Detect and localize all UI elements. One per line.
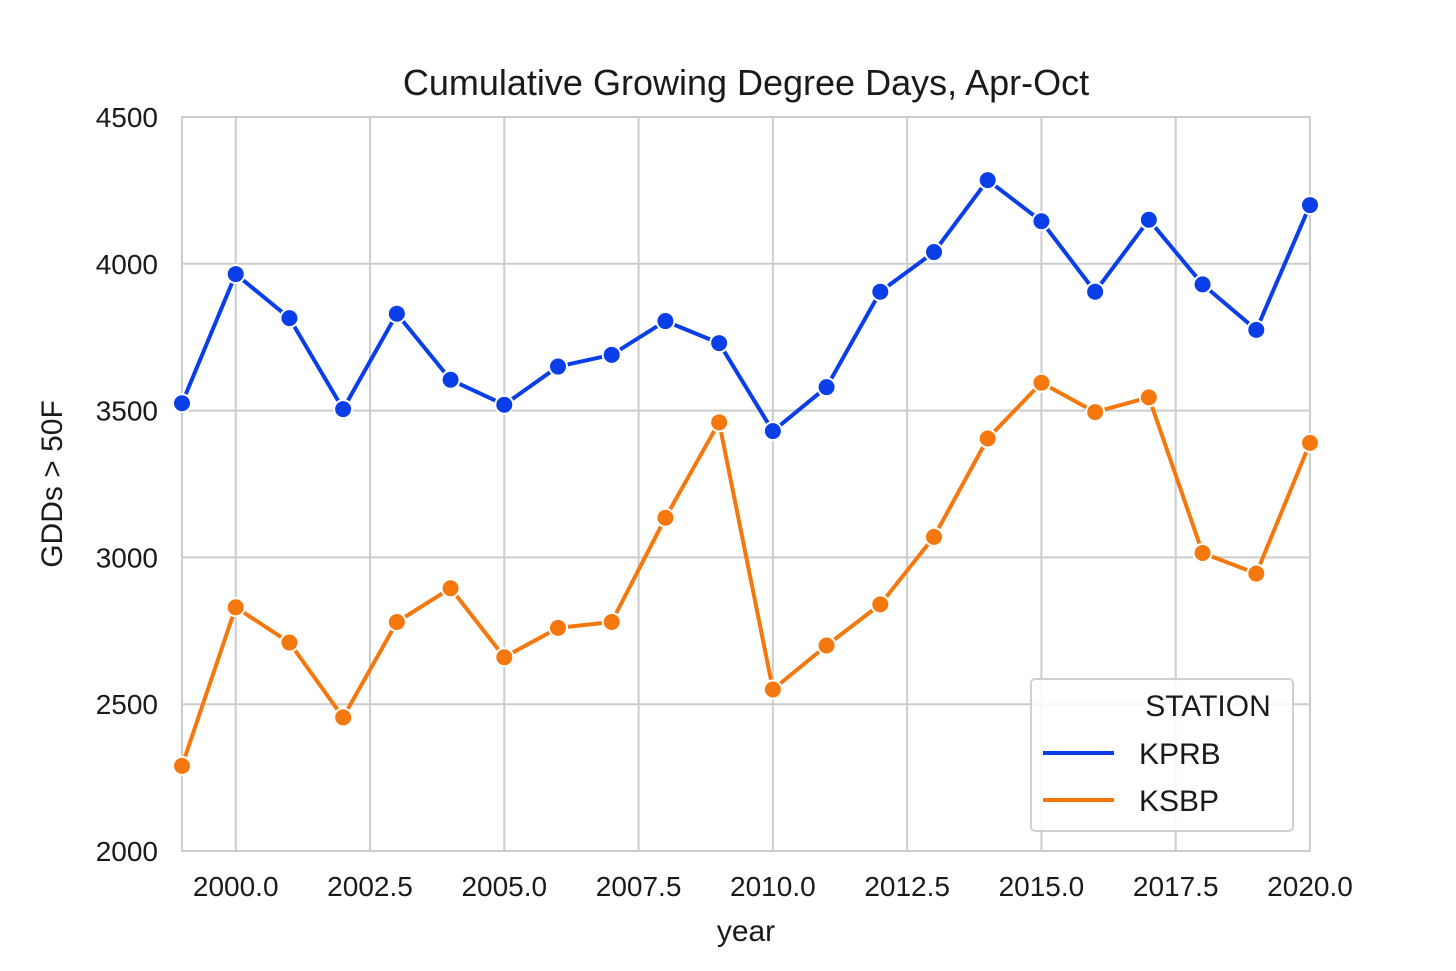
- series-line-ksbp: [180, 380, 1312, 767]
- data-point-ksbp: [279, 632, 300, 653]
- x-tick-labels: 2000.0 2002.5 2005.0 2007.5 2010.0 2012.5 2015…: [193, 871, 1353, 902]
- data-point-kprb: [1246, 319, 1267, 340]
- data-point-ksbp: [655, 507, 676, 528]
- x-tick-label: 2000.0: [193, 871, 279, 902]
- data-point-kprb: [1138, 209, 1159, 230]
- x-tick-label: 2005.0: [461, 871, 547, 902]
- data-point-ksbp: [1085, 402, 1106, 423]
- y-tick-label: 3500: [96, 396, 158, 427]
- data-point-ksbp: [172, 755, 192, 776]
- legend-box: [1030, 678, 1294, 832]
- data-point-kprb: [655, 311, 676, 332]
- data-point-ksbp: [762, 679, 783, 700]
- data-point-ksbp: [1031, 372, 1052, 393]
- x-tick-label: 2007.5: [596, 871, 682, 902]
- data-point-ksbp: [386, 611, 407, 632]
- y-axis-label: GDDs > 50F: [36, 400, 69, 568]
- y-tick-label: 2000: [96, 836, 158, 867]
- data-point-kprb: [762, 421, 783, 442]
- data-point-kprb: [1300, 195, 1320, 216]
- data-point-ksbp: [333, 707, 354, 728]
- y-tick-label: 4000: [96, 249, 158, 280]
- series-line-kprb: [180, 178, 1312, 434]
- data-point-ksbp: [1192, 542, 1213, 563]
- plot-frame: [181, 116, 1311, 852]
- y-tick-label: 2500: [96, 689, 158, 720]
- y-tick-label: 3000: [96, 542, 158, 573]
- x-tick-label: 2015.0: [999, 871, 1085, 902]
- data-point-ksbp: [816, 635, 837, 656]
- data-point-kprb: [333, 399, 354, 420]
- data-point-ksbp: [924, 526, 944, 547]
- data-point-ksbp: [440, 578, 461, 599]
- x-tick-label: 2012.5: [864, 871, 950, 902]
- x-tick-label: 2010.0: [730, 871, 816, 902]
- x-tick-label: 2017.5: [1133, 871, 1219, 902]
- data-point-kprb: [977, 170, 998, 191]
- x-axis-label: year: [717, 915, 775, 948]
- data-point-ksbp: [225, 597, 246, 618]
- data-point-kprb: [494, 394, 515, 415]
- data-point-kprb: [1085, 281, 1106, 302]
- data-point-kprb: [816, 377, 837, 398]
- x-tick-label: 2002.5: [327, 871, 413, 902]
- data-point-kprb: [172, 393, 192, 414]
- x-tick-label: 2020.0: [1267, 871, 1353, 902]
- y-tick-labels: 2000 2500 3000 3500 4000 4500: [96, 102, 158, 867]
- y-tick-label: 4500: [96, 102, 158, 133]
- legend-title: STATION: [1145, 690, 1271, 723]
- data-point-kprb: [440, 369, 461, 390]
- data-point-kprb: [924, 242, 944, 263]
- data-point-ksbp: [1300, 432, 1320, 453]
- series-layer: [172, 170, 1320, 776]
- data-point-kprb: [548, 356, 568, 377]
- legend-label-ksbp: KSBP: [1139, 785, 1219, 818]
- data-point-ksbp: [977, 428, 998, 449]
- data-point-ksbp: [870, 594, 891, 615]
- data-point-ksbp: [494, 647, 515, 668]
- data-point-ksbp: [709, 412, 730, 433]
- data-point-kprb: [1192, 274, 1213, 295]
- data-point-kprb: [225, 264, 246, 285]
- data-point-kprb: [386, 303, 407, 324]
- data-point-kprb: [1031, 211, 1052, 232]
- data-point-kprb: [870, 281, 891, 302]
- data-point-kprb: [709, 333, 730, 354]
- legend: STATION KPRB KSBP: [1030, 678, 1294, 832]
- chart-title: Cumulative Growing Degree Days, Apr-Oct: [403, 62, 1089, 103]
- data-point-ksbp: [1246, 563, 1267, 584]
- legend-label-kprb: KPRB: [1139, 738, 1221, 771]
- data-point-kprb: [601, 344, 622, 365]
- data-point-ksbp: [548, 617, 568, 638]
- data-point-ksbp: [601, 611, 622, 632]
- data-point-ksbp: [1138, 387, 1159, 408]
- data-point-kprb: [279, 308, 300, 329]
